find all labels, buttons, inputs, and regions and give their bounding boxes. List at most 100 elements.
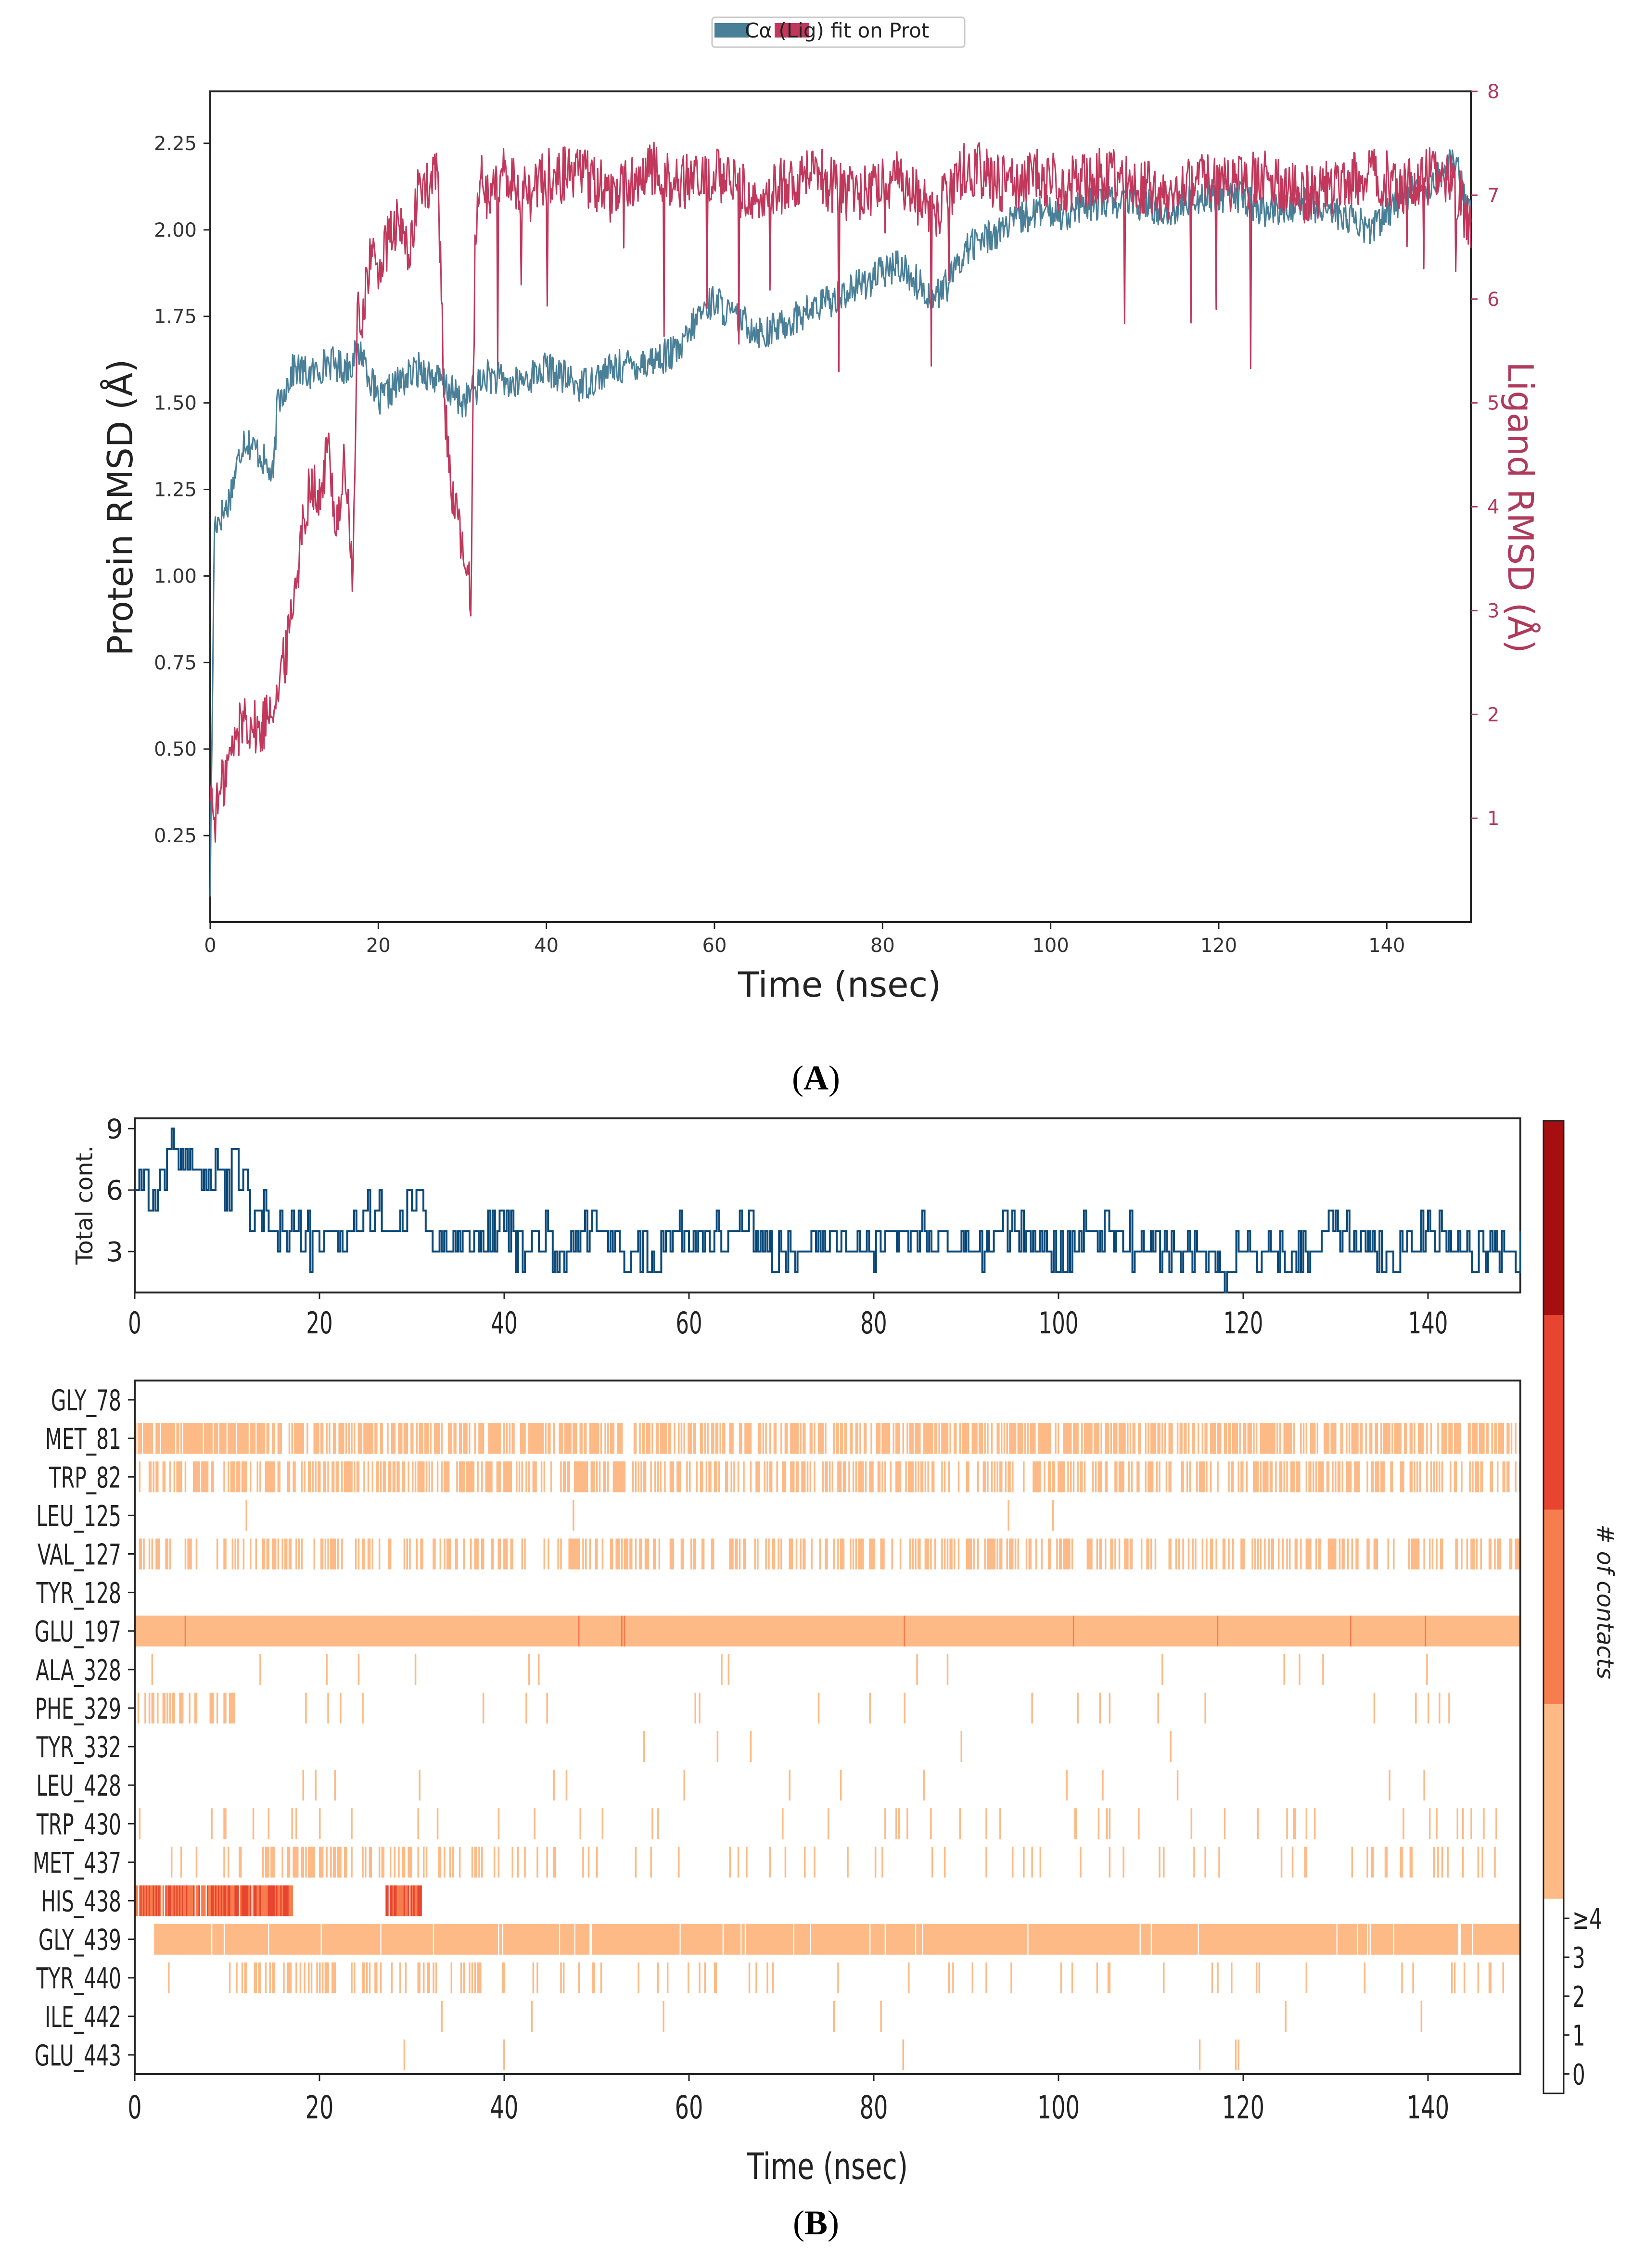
- heatmap-cell: [1497, 1538, 1499, 1570]
- heatmap-cell: [1236, 1924, 1238, 1955]
- heatmap-cell: [500, 1924, 502, 1955]
- heatmap-cell: [759, 1924, 762, 1955]
- heatmap-cell: [273, 1924, 275, 1955]
- heatmap-cell: [398, 1924, 400, 1955]
- heatmap-cell: [570, 1615, 572, 1647]
- heatmap-cell: [624, 1461, 626, 1493]
- heatmap-cell: [1042, 1924, 1044, 1955]
- heatmap-cell: [1366, 1847, 1368, 1878]
- heatmap-cell: [211, 1885, 213, 1916]
- heatmap-cell: [1114, 1423, 1116, 1454]
- heatmap-cell: [1383, 1924, 1385, 1955]
- heatmap-cell: [700, 1461, 702, 1493]
- heatmap-cell: [611, 1423, 613, 1454]
- heatmap-cell: [773, 1615, 776, 1647]
- heatmap-cell: [1315, 1538, 1317, 1570]
- heatmap-cell: [576, 1461, 579, 1493]
- heatmap-cell: [890, 1615, 892, 1647]
- heatmap-cell: [803, 1538, 804, 1570]
- heatmap-cell: [388, 1924, 390, 1955]
- heatmap-cell: [1400, 1461, 1402, 1493]
- heatmap-cell: [388, 1461, 390, 1493]
- heatmap-cell: [1495, 1423, 1497, 1454]
- heatmap-cell: [434, 1423, 436, 1454]
- heatmap-cell: [155, 1423, 157, 1454]
- heatmap-cell: [1081, 1615, 1083, 1647]
- heatmap-cell: [173, 1461, 176, 1493]
- heatmap-cell: [1386, 1615, 1388, 1647]
- heatmap-cell: [312, 1615, 314, 1647]
- heatmap-cell: [151, 1538, 153, 1570]
- heatmap-cell: [881, 1423, 883, 1454]
- heatmap-cell: [1280, 1847, 1283, 1878]
- heatmap-cell: [937, 1615, 939, 1647]
- heatmap-cell: [1409, 1423, 1412, 1454]
- heatmap-cell: [931, 1423, 933, 1454]
- heatmap-cell: [1024, 1924, 1026, 1955]
- heatmap-cell: [355, 1924, 357, 1955]
- heatmap-cell: [1272, 1615, 1274, 1647]
- heatmap-cell: [391, 1423, 393, 1454]
- heatmap-cell: [825, 1538, 827, 1570]
- heatmap-cell: [173, 1615, 176, 1647]
- heatmap-cell: [1450, 1924, 1452, 1955]
- heatmap-cell: [335, 1615, 338, 1647]
- heatmap-cell: [640, 1461, 642, 1493]
- heatmap-cell: [1339, 1615, 1341, 1647]
- heatmap-cell: [790, 1423, 792, 1454]
- x-tick-label: 20: [306, 1305, 332, 1341]
- heatmap-cell: [1249, 1423, 1250, 1454]
- heatmap-cell: [287, 1615, 289, 1647]
- heatmap-cell: [801, 1924, 803, 1955]
- heatmap-cell: [879, 1423, 881, 1454]
- heatmap-cell: [716, 1731, 719, 1762]
- heatmap-cell: [596, 1423, 598, 1454]
- heatmap-cell: [214, 1423, 216, 1454]
- heatmap-cell: [626, 1615, 628, 1647]
- heatmap-cell: [1042, 1615, 1044, 1647]
- heatmap-cell: [1467, 1423, 1470, 1454]
- heatmap-cell: [918, 1423, 919, 1454]
- heatmap-cell: [1335, 1423, 1337, 1454]
- heatmap-cell: [139, 1885, 141, 1916]
- heatmap-cell: [387, 1423, 389, 1454]
- heatmap-cell: [1383, 1461, 1385, 1493]
- heatmap-cell: [270, 1847, 272, 1878]
- heatmap-cell: [261, 1885, 263, 1916]
- heatmap-cell: [268, 1461, 269, 1493]
- heatmap-cell: [373, 1615, 375, 1647]
- heatmap-cell: [1226, 1615, 1228, 1647]
- heatmap-cell: [1021, 1615, 1023, 1647]
- y-right-tick-label: 5: [1487, 393, 1499, 415]
- heatmap-cell: [923, 1615, 925, 1647]
- heatmap-cell: [618, 1538, 620, 1570]
- heatmap-cell: [1071, 1615, 1073, 1647]
- heatmap-cell: [582, 1461, 584, 1493]
- heatmap-cell: [1210, 1615, 1212, 1647]
- heatmap-cell: [596, 1461, 598, 1493]
- heatmap-cell: [1171, 1924, 1173, 1955]
- heatmap-cell: [513, 1924, 515, 1955]
- heatmap-cell: [987, 1924, 989, 1955]
- heatmap-cell: [725, 1924, 727, 1955]
- heatmap-cell: [1373, 1692, 1376, 1723]
- heatmap-cell: [170, 1885, 173, 1916]
- heatmap-cell: [573, 1500, 574, 1531]
- heatmap-cell: [1121, 1423, 1123, 1454]
- heatmap-cell: [491, 1423, 493, 1454]
- heatmap-cell: [378, 1615, 381, 1647]
- heatmap-cell: [1136, 1924, 1138, 1955]
- heatmap-cell: [295, 1808, 297, 1839]
- heatmap-cell: [191, 1615, 193, 1647]
- heatmap-cell: [1269, 1924, 1272, 1955]
- residue-label: GLY_439: [38, 1924, 121, 1957]
- heatmap-cell: [242, 1615, 245, 1647]
- heatmap-cell: [812, 1924, 814, 1955]
- heatmap-cell: [509, 1615, 511, 1647]
- heatmap-cell: [729, 1924, 731, 1955]
- heatmap-cell: [814, 1615, 816, 1647]
- heatmap-cell: [1100, 1924, 1102, 1955]
- heatmap-cell: [1031, 1924, 1033, 1955]
- heatmap-cell: [1063, 1924, 1065, 1955]
- heatmap-cell: [1224, 1615, 1226, 1647]
